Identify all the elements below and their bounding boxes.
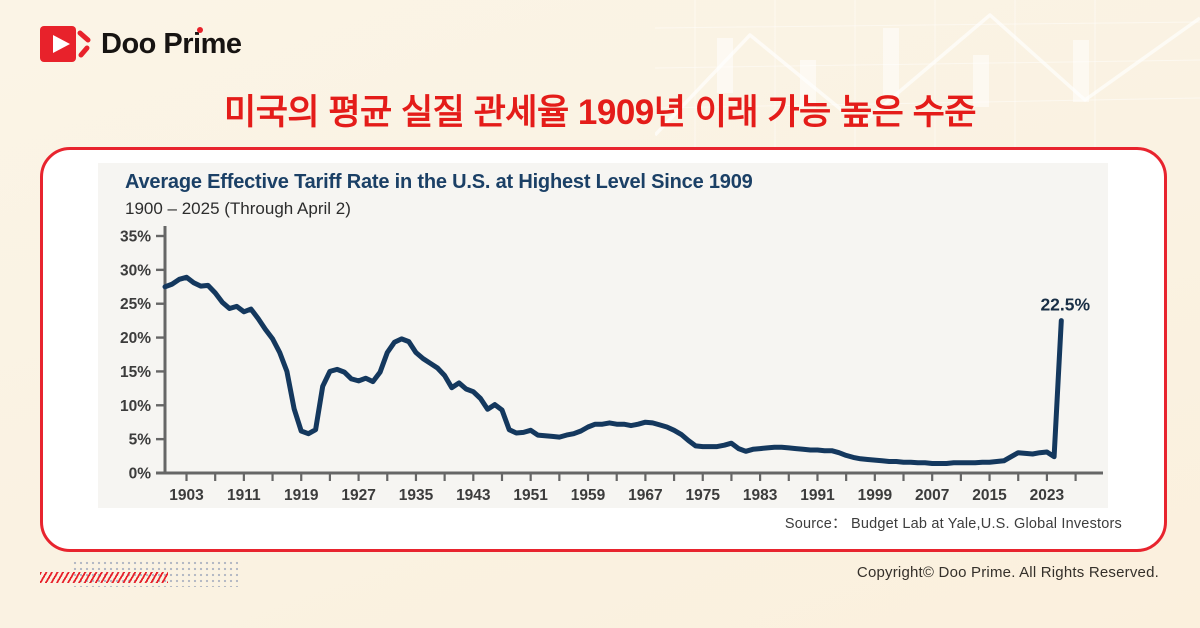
svg-text:1999: 1999 bbox=[858, 487, 893, 504]
doo-prime-logo: Doo Prime bbox=[40, 24, 242, 64]
svg-text:2015: 2015 bbox=[972, 487, 1007, 504]
svg-text:5%: 5% bbox=[129, 432, 152, 449]
svg-text:1943: 1943 bbox=[456, 487, 491, 504]
chart-card: 0% 5% 10% 15% 20% 25% 30% 35% 1903 1911 1919 1927 19… bbox=[40, 147, 1167, 552]
svg-text:1975: 1975 bbox=[686, 487, 721, 504]
svg-text:10%: 10% bbox=[120, 398, 151, 415]
chart-subtitle: 1900 – 2025 (Through April 2) bbox=[125, 199, 351, 218]
svg-text:20%: 20% bbox=[120, 330, 151, 347]
svg-text:2023: 2023 bbox=[1030, 487, 1065, 504]
svg-text:1991: 1991 bbox=[800, 487, 835, 504]
tariff-line-chart: 0% 5% 10% 15% 20% 25% 30% 35% 1903 1911 1919 1927 19… bbox=[120, 226, 1103, 504]
svg-text:1983: 1983 bbox=[743, 487, 778, 504]
doo-prime-logo-icon bbox=[40, 26, 91, 62]
svg-text:1903: 1903 bbox=[169, 487, 204, 504]
svg-text:1959: 1959 bbox=[571, 487, 606, 504]
svg-text:22.5%: 22.5% bbox=[1040, 295, 1090, 315]
svg-text:0%: 0% bbox=[129, 466, 152, 483]
svg-text:1927: 1927 bbox=[341, 487, 375, 504]
svg-text:25%: 25% bbox=[120, 296, 151, 313]
svg-text:35%: 35% bbox=[120, 229, 151, 246]
copyright-text: Copyright© Doo Prime. All Rights Reserve… bbox=[856, 564, 1159, 581]
source-attribution: Source： Budget Lab at Yale,U.S. Global I… bbox=[784, 516, 1122, 532]
svg-text:30%: 30% bbox=[120, 262, 151, 279]
svg-text:1967: 1967 bbox=[628, 487, 662, 504]
svg-text:1935: 1935 bbox=[399, 487, 434, 504]
svg-text:15%: 15% bbox=[120, 364, 151, 381]
svg-text:2007: 2007 bbox=[915, 487, 949, 504]
page-title: 미국의 평균 실질 관세율 1909년 이래 가능 높은 수준 bbox=[224, 93, 976, 132]
red-hatch-decoration bbox=[40, 572, 168, 583]
svg-text:1951: 1951 bbox=[513, 487, 548, 504]
svg-text:1911: 1911 bbox=[227, 487, 261, 504]
chart-title: Average Effective Tariff Rate in the U.S… bbox=[125, 171, 753, 193]
svg-text:1919: 1919 bbox=[284, 487, 319, 504]
doo-prime-wordmark: Doo Prime bbox=[101, 24, 242, 64]
chart-panel: 0% 5% 10% 15% 20% 25% 30% 35% 1903 1911 1919 1927 19… bbox=[98, 163, 1108, 508]
